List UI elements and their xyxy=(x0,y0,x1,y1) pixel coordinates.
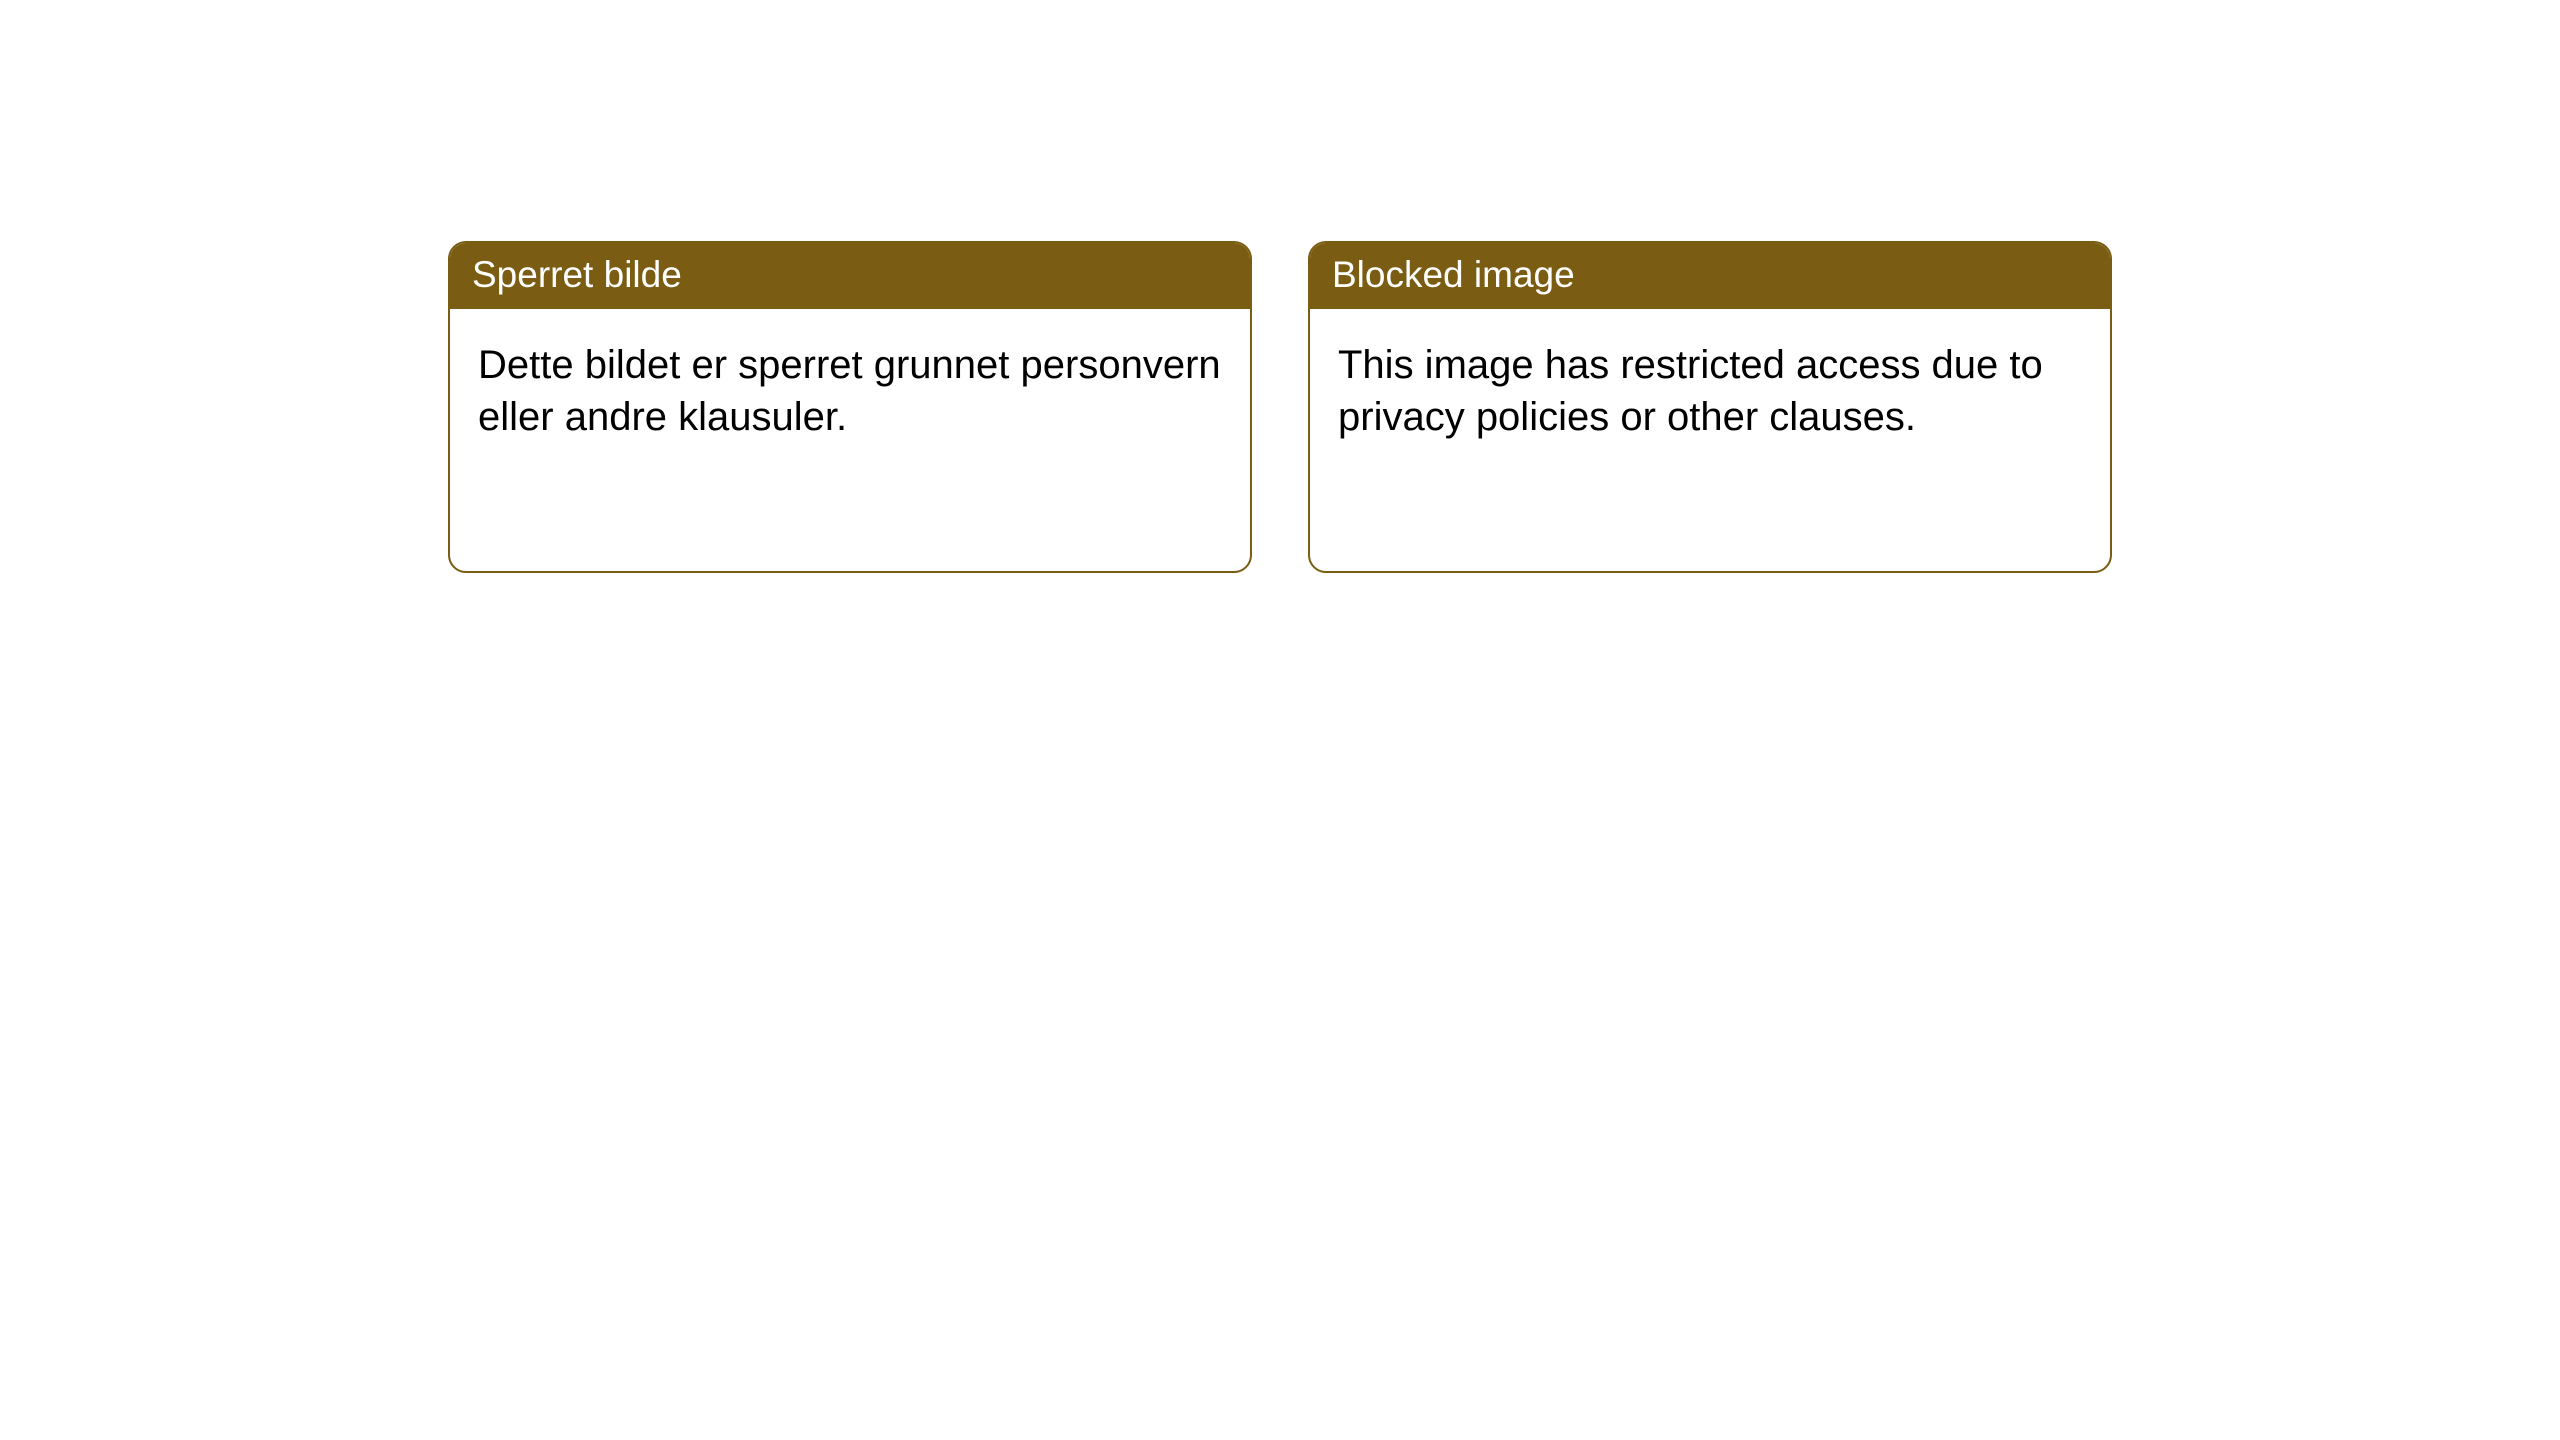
notice-container: Sperret bilde Dette bildet er sperret gr… xyxy=(0,0,2560,573)
card-header: Sperret bilde xyxy=(450,243,1250,309)
notice-card-english: Blocked image This image has restricted … xyxy=(1308,241,2112,573)
card-body: This image has restricted access due to … xyxy=(1310,309,2110,473)
card-header: Blocked image xyxy=(1310,243,2110,309)
notice-card-norwegian: Sperret bilde Dette bildet er sperret gr… xyxy=(448,241,1252,573)
card-body: Dette bildet er sperret grunnet personve… xyxy=(450,309,1250,473)
